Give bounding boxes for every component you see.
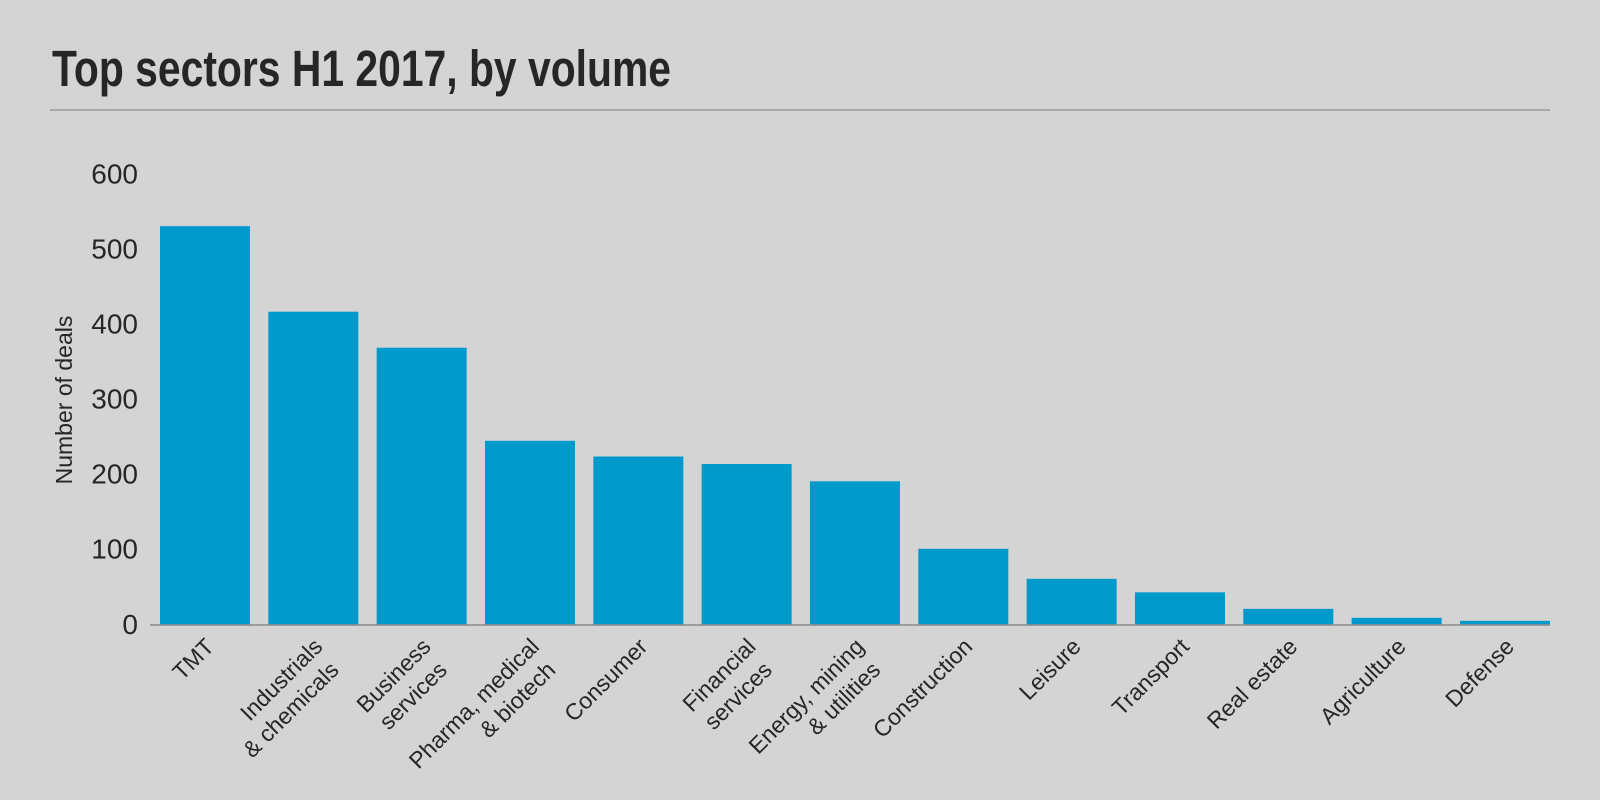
svg-text:200: 200 <box>91 459 138 490</box>
svg-text:100: 100 <box>91 534 138 565</box>
svg-text:Top sectors H1 2017, by volume: Top sectors H1 2017, by volume <box>52 40 671 97</box>
svg-text:600: 600 <box>91 159 138 190</box>
svg-text:0: 0 <box>122 609 138 640</box>
svg-text:Number of deals: Number of deals <box>51 316 77 485</box>
svg-text:300: 300 <box>91 384 138 415</box>
svg-text:500: 500 <box>91 234 138 265</box>
svg-text:400: 400 <box>91 309 138 340</box>
